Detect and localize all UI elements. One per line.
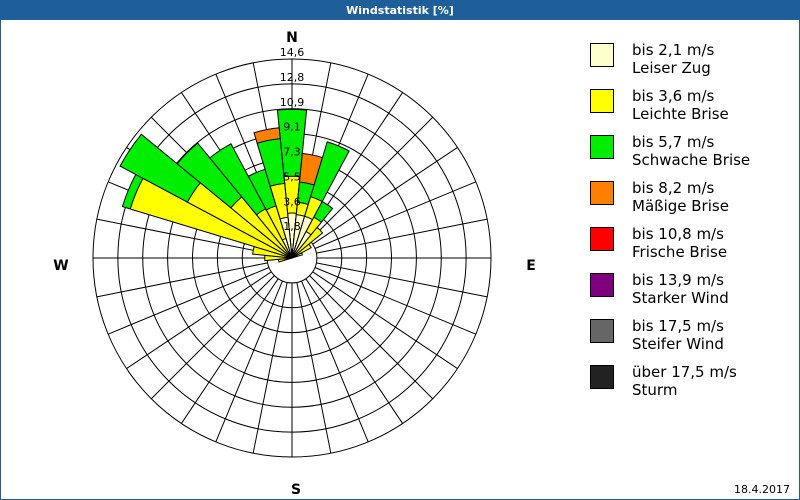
ring-label: 12,8 — [280, 71, 305, 84]
legend-speed: bis 13,9 m/s — [632, 271, 724, 289]
legend-speed: bis 2,1 m/s — [632, 41, 715, 59]
grid-spoke — [314, 267, 477, 335]
grid-spoke — [96, 262, 268, 298]
grid-spoke — [150, 275, 275, 400]
petal-segment — [291, 252, 304, 259]
legend-label: bis 2,1 m/s Leiser Zug — [632, 41, 714, 77]
compass-label-s: S — [291, 482, 301, 498]
grid-spoke — [312, 147, 458, 245]
grid-spoke — [252, 282, 288, 454]
ring-label: 10,9 — [280, 96, 305, 109]
ring-label: 7,3 — [283, 146, 301, 159]
legend-label: bis 5,7 m/s Schwache Brise — [632, 133, 750, 169]
ring-label: 5,5 — [283, 170, 301, 183]
legend-label: bis 3,6 m/s Leichte Brise — [632, 87, 729, 123]
chart-petals — [119, 108, 350, 263]
legend-swatch — [590, 181, 614, 205]
legend-description: Steifer Wind — [632, 335, 724, 353]
ring-label: 9,1 — [283, 121, 301, 134]
compass-label-e: E — [526, 258, 536, 274]
grid-spoke — [96, 218, 268, 254]
grid-spoke — [126, 271, 272, 369]
date-label: 18.4.2017 — [734, 483, 790, 496]
legend-label: bis 10,8 m/s Frische Brise — [632, 225, 727, 261]
legend-description: Sturm — [632, 381, 678, 399]
legend-label: bis 17,5 m/s Steifer Wind — [632, 317, 724, 353]
legend-speed: bis 10,8 m/s — [632, 225, 724, 243]
legend-label: bis 8,2 m/s Mäßige Brise — [632, 179, 729, 215]
legend-swatch — [590, 273, 614, 297]
legend-label: bis 13,9 m/s Starker Wind — [632, 271, 729, 307]
legend-description: Leichte Brise — [632, 105, 729, 123]
legend-description: Mäßige Brise — [632, 197, 729, 215]
legend-swatch — [590, 135, 614, 159]
grid-spoke — [312, 271, 458, 369]
legend-swatch — [590, 43, 614, 67]
legend-speed: bis 8,2 m/s — [632, 179, 715, 197]
grid-spoke — [301, 280, 369, 443]
grid-spoke — [305, 278, 403, 424]
grid-spoke — [314, 181, 477, 249]
legend-speed: bis 3,6 m/s — [632, 87, 715, 105]
grid-spoke — [296, 282, 332, 454]
petal-segment — [291, 226, 324, 259]
legend-description: Starker Wind — [632, 289, 729, 307]
legend-description: Frische Brise — [632, 243, 728, 261]
petal-segment — [279, 216, 293, 259]
window-title: Windstatistik [%] — [0, 0, 800, 20]
chart-labels: 1,8 3,6 5,5 7,3 9,1 10,9 12,8 14,6N E S W — [53, 30, 536, 498]
ring-label: 3,6 — [283, 195, 301, 208]
legend-description: Leiser Zug — [632, 59, 711, 77]
legend-swatch — [590, 227, 614, 251]
grid-spoke — [181, 278, 279, 424]
compass-label-w: W — [53, 258, 68, 274]
legend-speed: bis 5,7 m/s — [632, 133, 715, 151]
grid-spoke — [215, 280, 283, 443]
legend-swatch — [590, 365, 614, 389]
grid-spoke — [316, 218, 488, 254]
legend-speed: über 17,5 m/s — [632, 363, 737, 381]
compass-label-n: N — [286, 30, 298, 46]
ring-label: 1,8 — [283, 220, 301, 233]
grid-spoke — [309, 275, 434, 400]
grid-spoke — [309, 116, 434, 241]
ring-label: 14,6 — [280, 46, 305, 59]
legend-description: Schwache Brise — [632, 151, 751, 169]
legend-swatch — [590, 89, 614, 113]
legend-speed: bis 17,5 m/s — [632, 317, 724, 335]
grid-spoke — [107, 267, 270, 335]
legend-swatch — [590, 319, 614, 343]
petal-segment — [291, 243, 312, 259]
legend-label: über 17,5 m/s Sturm — [632, 363, 737, 399]
grid-spoke — [316, 262, 488, 298]
